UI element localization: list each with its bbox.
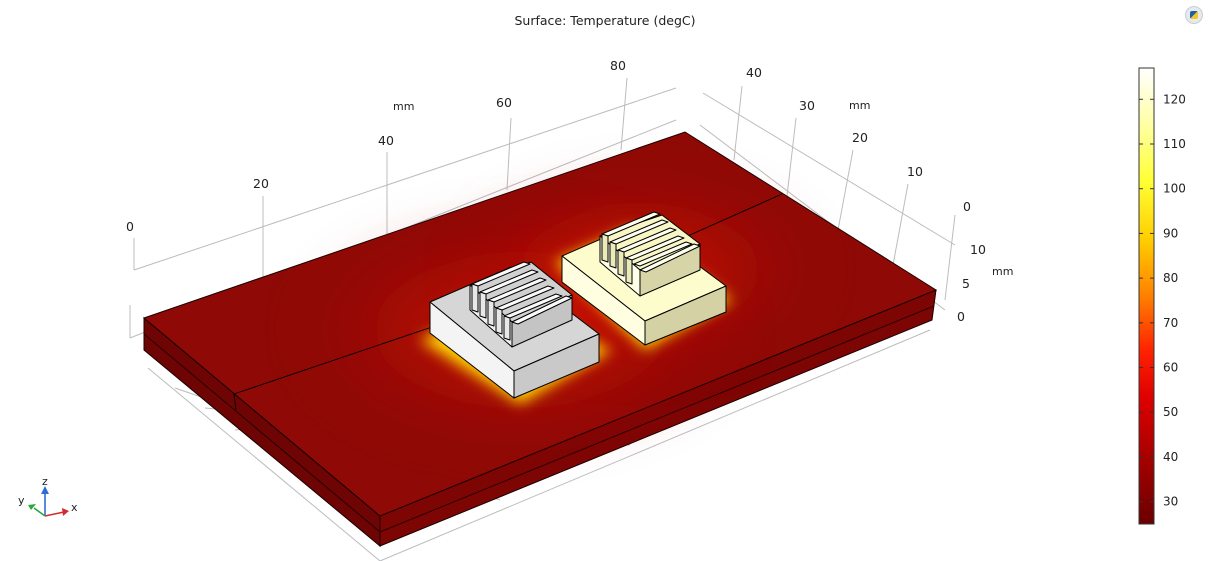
fin <box>471 283 479 313</box>
left-component[interactable] <box>429 261 600 399</box>
fin <box>511 295 573 325</box>
triad-x-label: x <box>71 501 78 514</box>
grid-line <box>506 117 512 191</box>
triad-x-axis <box>44 511 65 517</box>
z-tick-label: 0 <box>957 309 965 324</box>
colorbar-gradient <box>1138 67 1155 525</box>
y-tick-label: 40 <box>746 65 762 80</box>
z-axis-unit: mm <box>992 265 1013 278</box>
grid-line <box>379 329 931 561</box>
seam-line <box>233 393 237 411</box>
heatsink-fins <box>601 211 701 285</box>
fin <box>639 243 701 273</box>
x-tick-label: 60 <box>496 95 512 110</box>
x-tick-label: 40 <box>378 133 394 148</box>
triad-z-label: z <box>42 475 48 488</box>
heatsink-fins <box>471 261 573 341</box>
colorbar-tick-label: 120 <box>1163 92 1186 106</box>
triad-y-arrow-icon <box>28 504 36 510</box>
block-front-right <box>644 285 727 346</box>
triad-x-arrow-icon <box>62 508 69 516</box>
z-tick-label: 5 <box>962 276 970 291</box>
grid-line <box>702 92 956 246</box>
fin <box>601 233 609 263</box>
axis-triad: z x y <box>18 475 78 517</box>
fin <box>633 241 693 267</box>
colorbar-tick-label: 50 <box>1163 405 1178 419</box>
seam-line <box>233 325 436 395</box>
triad-z-arrow-icon <box>41 486 49 494</box>
colorbar-tick-label: 90 <box>1163 226 1178 240</box>
colorbar-tick-label: 40 <box>1163 450 1178 464</box>
triad-y-label: y <box>18 494 25 507</box>
view-settings-icon[interactable] <box>1185 6 1203 24</box>
x-tick-label: 20 <box>253 176 269 191</box>
y-tick-label: 30 <box>799 98 815 113</box>
x-tick-label: 80 <box>610 58 626 73</box>
grid-line <box>620 77 628 151</box>
y-axis-unit: mm <box>849 99 870 112</box>
grid-line <box>837 149 854 231</box>
fin <box>625 257 633 285</box>
colorbar-tick-label: 70 <box>1163 316 1178 330</box>
colorbar-tick-label: 80 <box>1163 271 1178 285</box>
plot-title: Surface: Temperature (degC) <box>514 13 696 28</box>
colorbar-tick-label: 100 <box>1163 182 1186 196</box>
y-tick-label: 10 <box>907 164 923 179</box>
colorbar-ticks: 30 40 50 60 70 80 90 100 110 120 <box>1139 92 1186 509</box>
colorbar-tick-label: 60 <box>1163 361 1178 375</box>
fin <box>495 307 503 335</box>
model-viewport[interactable]: 0 20 40 60 80 mm 40 30 20 10 0 mm 10 5 0… <box>0 0 1110 561</box>
colorbar-tick-label: 30 <box>1163 495 1178 509</box>
right-component[interactable] <box>561 211 727 346</box>
x-tick-label: 0 <box>126 219 134 234</box>
axis-labels: 0 20 40 60 80 mm 40 30 20 10 0 mm 10 5 0… <box>126 58 1013 324</box>
grid-line <box>147 367 381 561</box>
fin <box>609 241 617 269</box>
fin <box>617 249 625 277</box>
fin <box>503 315 511 341</box>
fin <box>479 291 487 319</box>
grid-line <box>944 214 956 301</box>
fin <box>487 299 495 327</box>
temperature-colorbar: 30 40 50 60 70 80 90 100 110 120 <box>1138 67 1186 525</box>
grid-line <box>892 183 909 266</box>
block-front-right <box>513 333 600 399</box>
y-tick-label: 0 <box>963 199 971 214</box>
grid-line <box>133 87 677 271</box>
triad-y-axis <box>33 507 46 517</box>
grid-line <box>786 117 797 197</box>
z-tick-label: 10 <box>970 242 986 257</box>
x-axis-unit: mm <box>393 100 414 113</box>
colorbar-tick-label: 110 <box>1163 137 1186 151</box>
y-tick-label: 20 <box>852 130 868 145</box>
grid-line <box>733 85 743 161</box>
board-layer-line <box>143 333 381 533</box>
